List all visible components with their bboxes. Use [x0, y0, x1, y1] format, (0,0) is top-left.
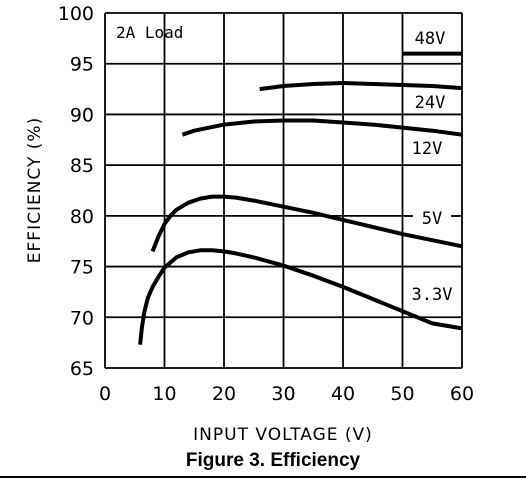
series-label-24V: 24V	[415, 93, 446, 113]
y-tick-label: 80	[70, 206, 94, 228]
x-tick-label: 30	[271, 383, 295, 405]
x-tick-label: 60	[450, 383, 474, 405]
bottom-rule	[0, 476, 526, 478]
figure-caption: Figure 3. Efficiency	[185, 450, 361, 471]
y-axis-title: EFFICIENCY (%)	[25, 117, 45, 263]
x-axis-title: INPUT VOLTAGE (V)	[193, 425, 373, 445]
series-label-bg-5V	[410, 206, 454, 230]
series-line-12V	[181, 118, 463, 137]
x-tick-label: 50	[390, 383, 414, 405]
series-label-12V: 12V	[412, 139, 443, 159]
series-line-24V	[259, 81, 463, 92]
y-tick-label: 70	[70, 307, 94, 329]
series-label-48V: 48V	[415, 29, 446, 49]
efficiency-chart: 0 10 20 30 40 50 60 65 70 75 80 85 90 95 100 48V 24V 12V…	[25, 3, 474, 445]
series-lines	[138, 51, 463, 345]
y-tick-label: 100	[58, 3, 94, 25]
x-tick-label: 10	[152, 383, 176, 405]
x-tick-label: 20	[212, 383, 236, 405]
y-tick-label: 95	[70, 54, 94, 76]
tick-labels: 0 10 20 30 40 50 60 65 70 75 80 85 90 95 100	[58, 3, 474, 405]
series-labels: 48V 24V 12V 5V 3.3V	[405, 29, 459, 305]
y-tick-label: 85	[70, 155, 94, 177]
x-tick-label: 40	[331, 383, 355, 405]
series-label-3-3V: 3.3V	[412, 285, 453, 305]
load-annotation: 2A Load	[116, 23, 183, 42]
y-tick-label: 90	[70, 104, 94, 126]
grid-lines	[104, 12, 463, 369]
series-label-5V: 5V	[422, 209, 442, 229]
y-tick-label: 75	[70, 257, 94, 279]
series-line-5V	[150, 194, 463, 253]
x-tick-label: 0	[99, 383, 111, 405]
series-line-3-3V	[138, 248, 463, 345]
y-tick-label: 65	[70, 358, 94, 380]
